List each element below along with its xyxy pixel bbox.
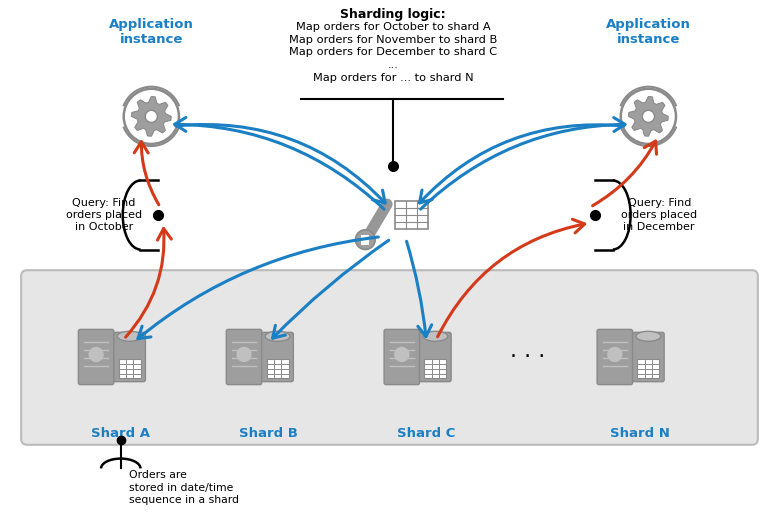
Circle shape [608,347,622,361]
Text: Application
instance: Application instance [606,18,691,46]
Text: Shard A: Shard A [91,427,150,440]
Bar [395,201,428,229]
Ellipse shape [117,331,142,341]
Text: ...: ... [387,60,398,70]
Text: Query: Find
orders placed
in December: Query: Find orders placed in December [621,198,697,232]
Bar [118,359,141,378]
Text: Shard N: Shard N [609,427,669,440]
Bar [266,359,288,378]
FancyArrowPatch shape [125,228,171,337]
Text: Application
instance: Application instance [109,18,194,46]
Bar [361,235,369,245]
Bar [637,359,659,378]
Text: Shard C: Shard C [397,427,456,440]
Ellipse shape [423,331,448,341]
FancyBboxPatch shape [114,332,146,382]
FancyBboxPatch shape [226,329,262,385]
FancyBboxPatch shape [420,332,451,382]
Circle shape [124,89,179,144]
FancyArrowPatch shape [134,142,159,205]
Ellipse shape [636,331,661,341]
Text: Sharding logic:: Sharding logic: [340,8,446,21]
Text: Shard B: Shard B [239,427,298,440]
FancyBboxPatch shape [79,329,114,385]
FancyArrowPatch shape [593,141,657,206]
FancyArrowPatch shape [174,117,384,209]
FancyBboxPatch shape [262,332,294,382]
Text: · · ·: · · · [510,347,545,367]
FancyArrowPatch shape [273,240,389,338]
Text: Map orders for December to shard C: Map orders for December to shard C [289,47,497,57]
FancyBboxPatch shape [597,329,633,385]
Ellipse shape [265,331,290,341]
Bar [425,359,446,378]
Circle shape [89,347,103,361]
FancyBboxPatch shape [384,329,420,385]
Circle shape [621,89,676,144]
Polygon shape [629,96,668,136]
FancyArrowPatch shape [438,219,584,337]
FancyArrowPatch shape [421,117,625,209]
FancyBboxPatch shape [633,332,664,382]
Polygon shape [132,96,171,136]
Circle shape [395,347,409,361]
Text: Query: Find
orders placed
in October: Query: Find orders placed in October [66,198,142,232]
Circle shape [237,347,251,361]
Circle shape [145,110,157,123]
Text: Map orders for October to shard A: Map orders for October to shard A [296,22,490,32]
FancyArrowPatch shape [407,241,432,337]
Circle shape [643,110,654,123]
Text: Map orders for November to shard B: Map orders for November to shard B [289,34,497,45]
Circle shape [355,230,375,249]
Text: Map orders for ... to shard N: Map orders for ... to shard N [312,73,474,83]
FancyArrowPatch shape [138,237,379,339]
FancyArrowPatch shape [176,125,385,203]
FancyArrowPatch shape [419,125,624,203]
Text: Orders are
stored in date/time
sequence in a shard: Orders are stored in date/time sequence … [129,470,238,505]
FancyBboxPatch shape [21,270,758,445]
